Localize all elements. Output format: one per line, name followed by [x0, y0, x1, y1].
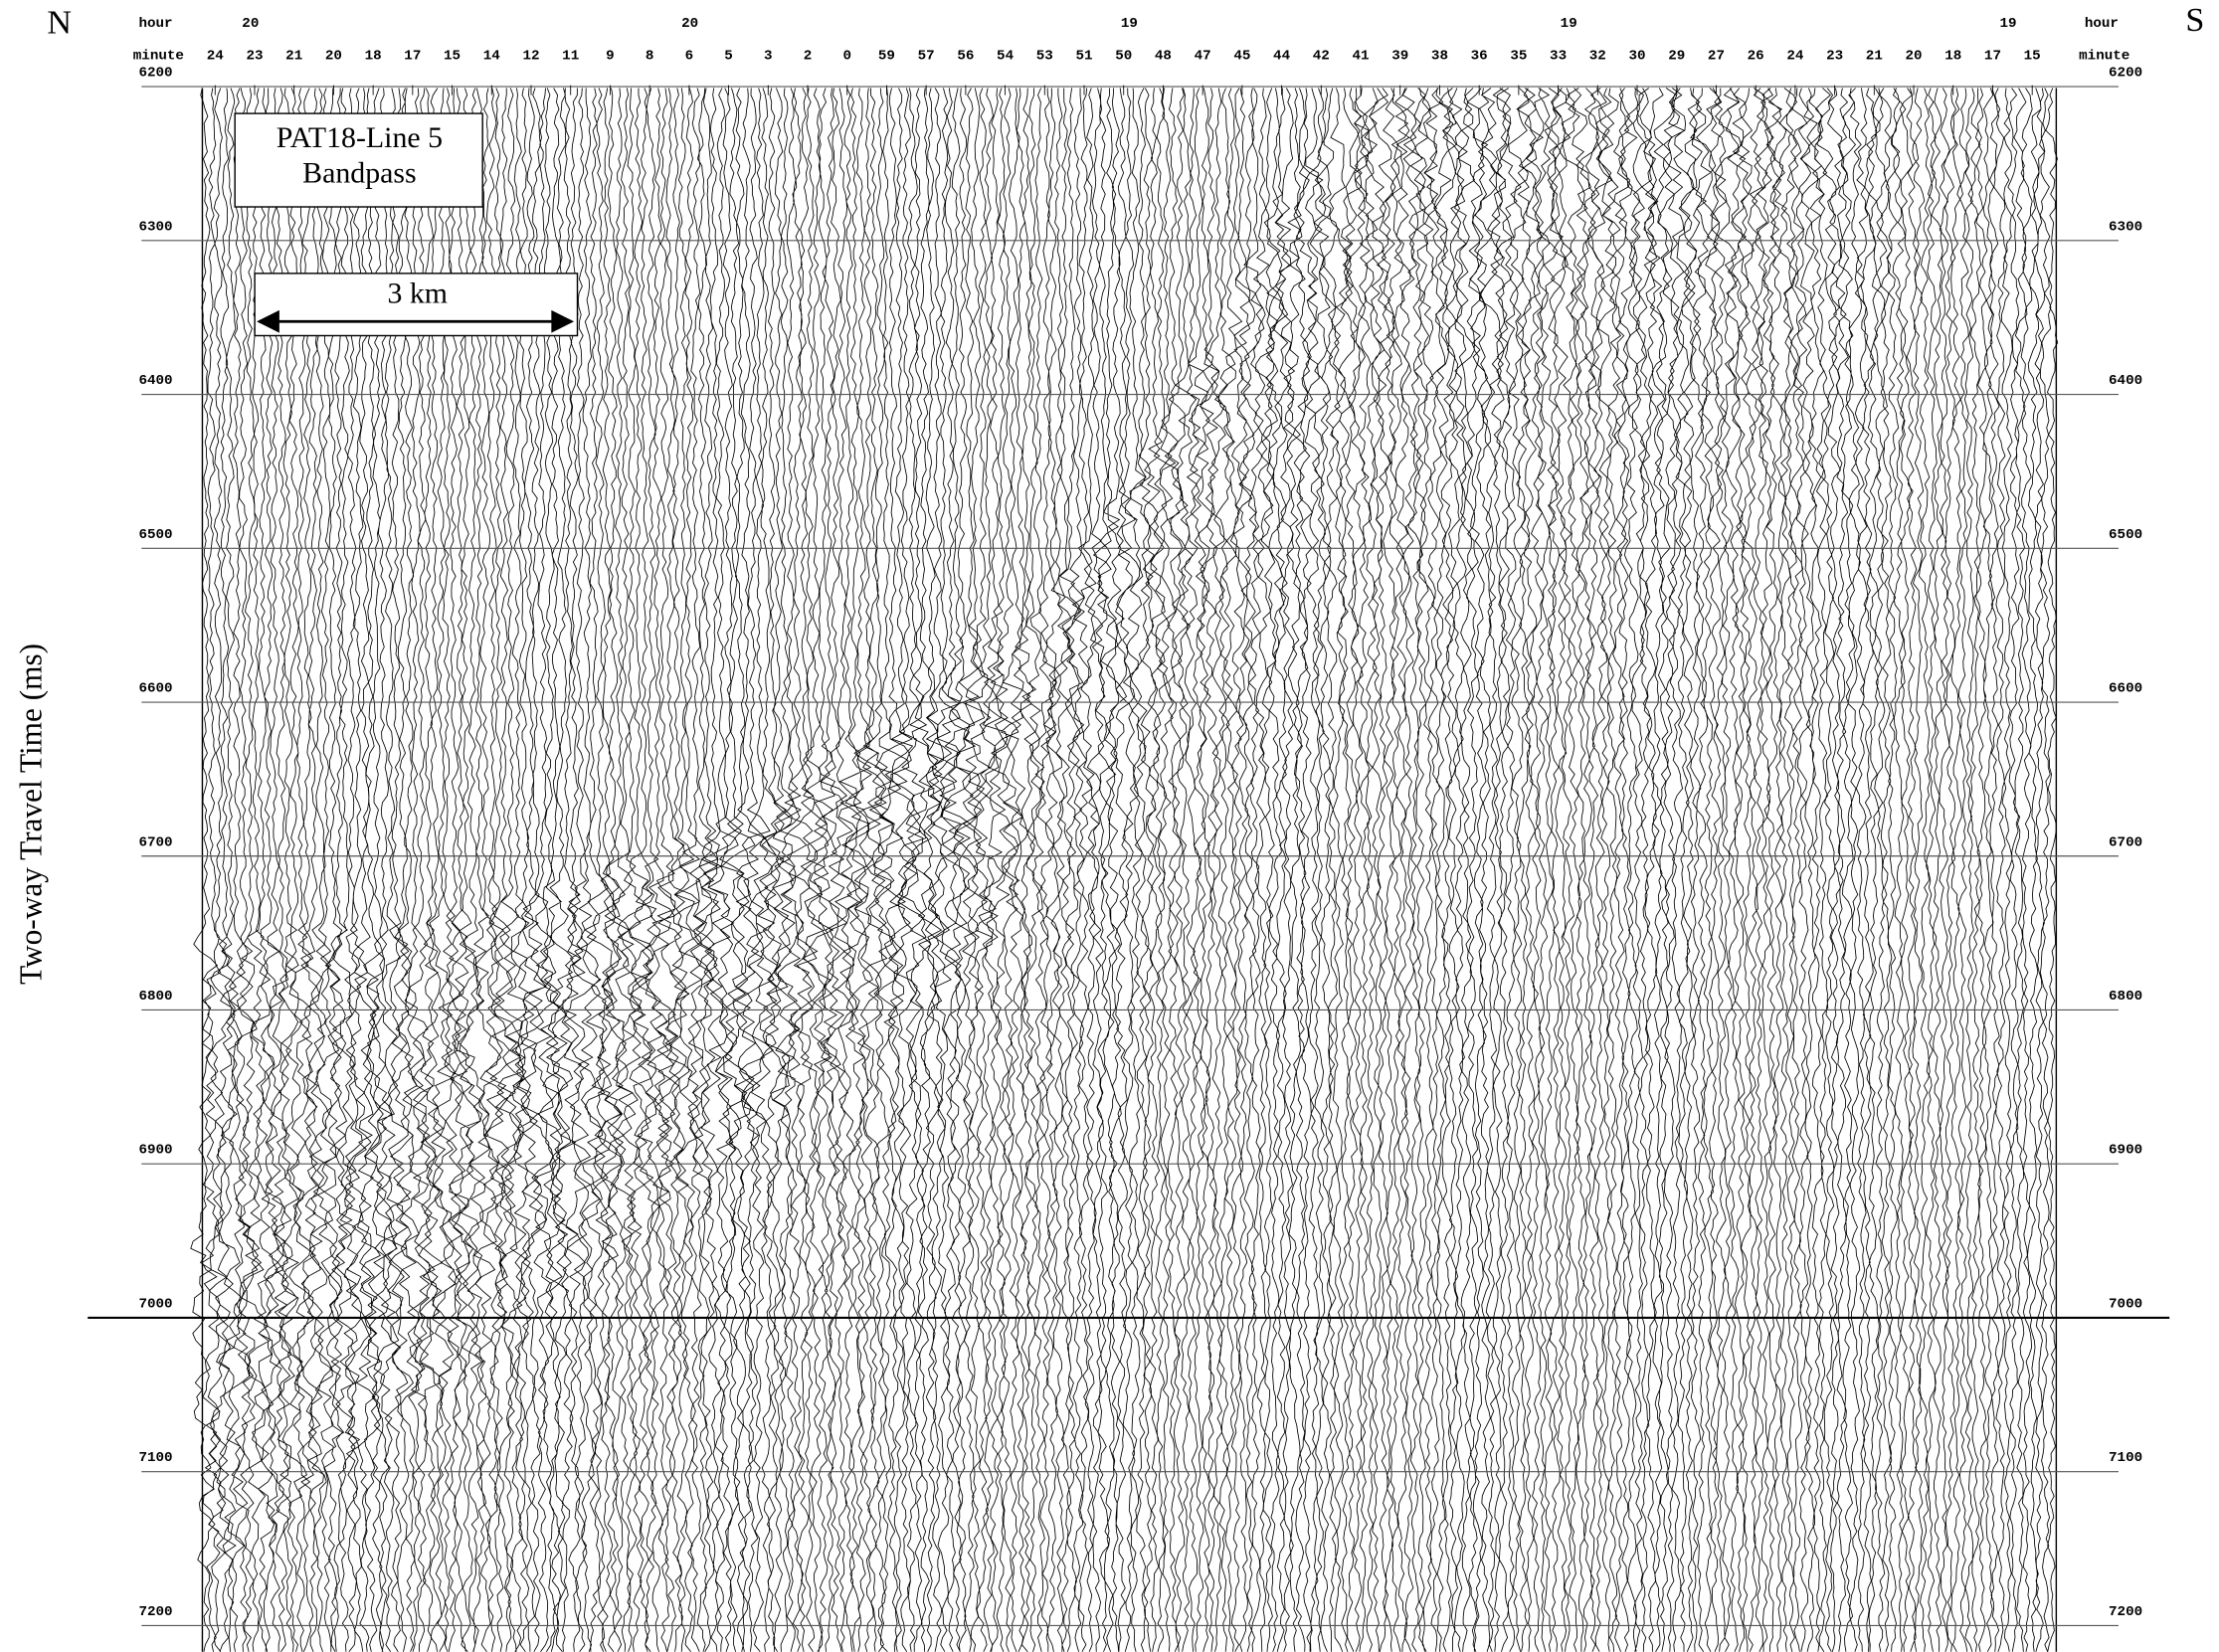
minute-value: 8: [646, 49, 654, 65]
y-tick-label: 6200: [138, 66, 172, 82]
title: PAT18-Line 5: [277, 121, 443, 154]
minute-value: 26: [1748, 49, 1764, 65]
minute-value: 44: [1273, 49, 1291, 65]
minute-value: 21: [1866, 49, 1883, 65]
minute-value: 38: [1431, 49, 1448, 65]
y-tick-label-right: 7100: [2109, 1450, 2142, 1466]
subtitle: Bandpass: [302, 157, 416, 190]
y-tick-label-right: 6700: [2109, 834, 2142, 850]
minute-value: 3: [764, 49, 773, 65]
hour-value: 19: [1999, 16, 2016, 32]
minute-value: 30: [1628, 49, 1645, 65]
minute-value: 27: [1708, 49, 1725, 65]
minute-value: 2: [804, 49, 813, 65]
minute-value: 35: [1510, 49, 1527, 65]
y-tick-label: 6900: [138, 1143, 172, 1159]
y-tick-label-right: 7200: [2109, 1604, 2142, 1620]
minute-value: 47: [1195, 49, 1211, 65]
hour-value: 20: [681, 16, 698, 32]
seismic-traces: [190, 88, 2059, 1652]
y-tick-label-right: 6200: [2109, 66, 2142, 82]
minute-value: 6: [685, 49, 694, 65]
minute-value: 29: [1668, 49, 1685, 65]
hour-label: hour: [138, 16, 172, 32]
minute-value: 53: [1036, 49, 1053, 65]
y-tick-label: 6400: [138, 373, 172, 389]
y-tick-label: 6500: [138, 527, 172, 543]
minute-value: 45: [1233, 49, 1250, 65]
minute-value: 57: [918, 49, 935, 65]
minute-value: 36: [1471, 49, 1488, 65]
minute-value: 12: [522, 49, 539, 65]
scale-label: 3 km: [387, 277, 448, 310]
seismic-traces-group: [190, 88, 2059, 1652]
minute-value: 32: [1589, 49, 1606, 65]
minute-value: 39: [1391, 49, 1408, 65]
south-label: S: [2185, 2, 2204, 39]
y-tick-label-right: 6400: [2109, 373, 2142, 389]
y-tick-label-right: 7000: [2109, 1296, 2142, 1312]
y-axis-title: Two-way Travel Time (ms): [13, 643, 48, 985]
minute-value: 48: [1155, 49, 1172, 65]
minute-value: 42: [1313, 49, 1330, 65]
minute-value: 17: [404, 49, 421, 65]
y-tick-label: 7100: [138, 1450, 172, 1466]
minute-value: 24: [1786, 49, 1804, 65]
minute-value: 23: [246, 49, 263, 65]
minute-value: 14: [483, 49, 501, 65]
minute-value: 59: [878, 49, 895, 65]
y-tick-label: 7200: [138, 1604, 172, 1620]
y-tick-label-right: 6900: [2109, 1143, 2142, 1159]
y-tick-label: 6600: [138, 681, 172, 697]
minute-value: 15: [444, 49, 461, 65]
y-tick-label-right: 6300: [2109, 219, 2142, 235]
hour-value: 19: [1121, 16, 1138, 32]
minute-value: 50: [1115, 49, 1132, 65]
minute-value: 54: [997, 49, 1015, 65]
y-tick-label: 6800: [138, 989, 172, 1005]
minute-value: 23: [1826, 49, 1843, 65]
hour-label-right: hour: [2085, 16, 2119, 32]
north-label: N: [47, 5, 72, 42]
y-tick-label: 6300: [138, 219, 172, 235]
minute-value: 18: [1944, 49, 1961, 65]
y-tick-label: 7000: [138, 1296, 172, 1312]
minute-value: 33: [1550, 49, 1567, 65]
y-tick-label-right: 6500: [2109, 527, 2142, 543]
minute-value: 20: [325, 49, 342, 65]
minute-value: 20: [1906, 49, 1923, 65]
minute-value: 15: [2024, 49, 2041, 65]
hour-value: 20: [242, 16, 259, 32]
y-tick-label-right: 6600: [2109, 681, 2142, 697]
minute-label: minute: [133, 49, 184, 65]
hour-value: 19: [1561, 16, 1577, 32]
minute-value: 41: [1352, 49, 1369, 65]
minute-label-right: minute: [2079, 49, 2129, 65]
y-tick-label: 6700: [138, 834, 172, 850]
minute-value: 11: [562, 49, 579, 65]
title-box: [234, 112, 483, 208]
y-tick-label-right: 6800: [2109, 989, 2142, 1005]
minute-value: 21: [285, 49, 302, 65]
minute-value: 18: [365, 49, 382, 65]
minute-value: 5: [724, 49, 733, 65]
minute-value: 17: [1984, 49, 2001, 65]
minute-value: 9: [606, 49, 615, 65]
minute-value: 24: [207, 49, 225, 65]
minute-value: 56: [957, 49, 974, 65]
minute-value: 51: [1075, 49, 1092, 65]
minute-value: 0: [842, 49, 851, 65]
